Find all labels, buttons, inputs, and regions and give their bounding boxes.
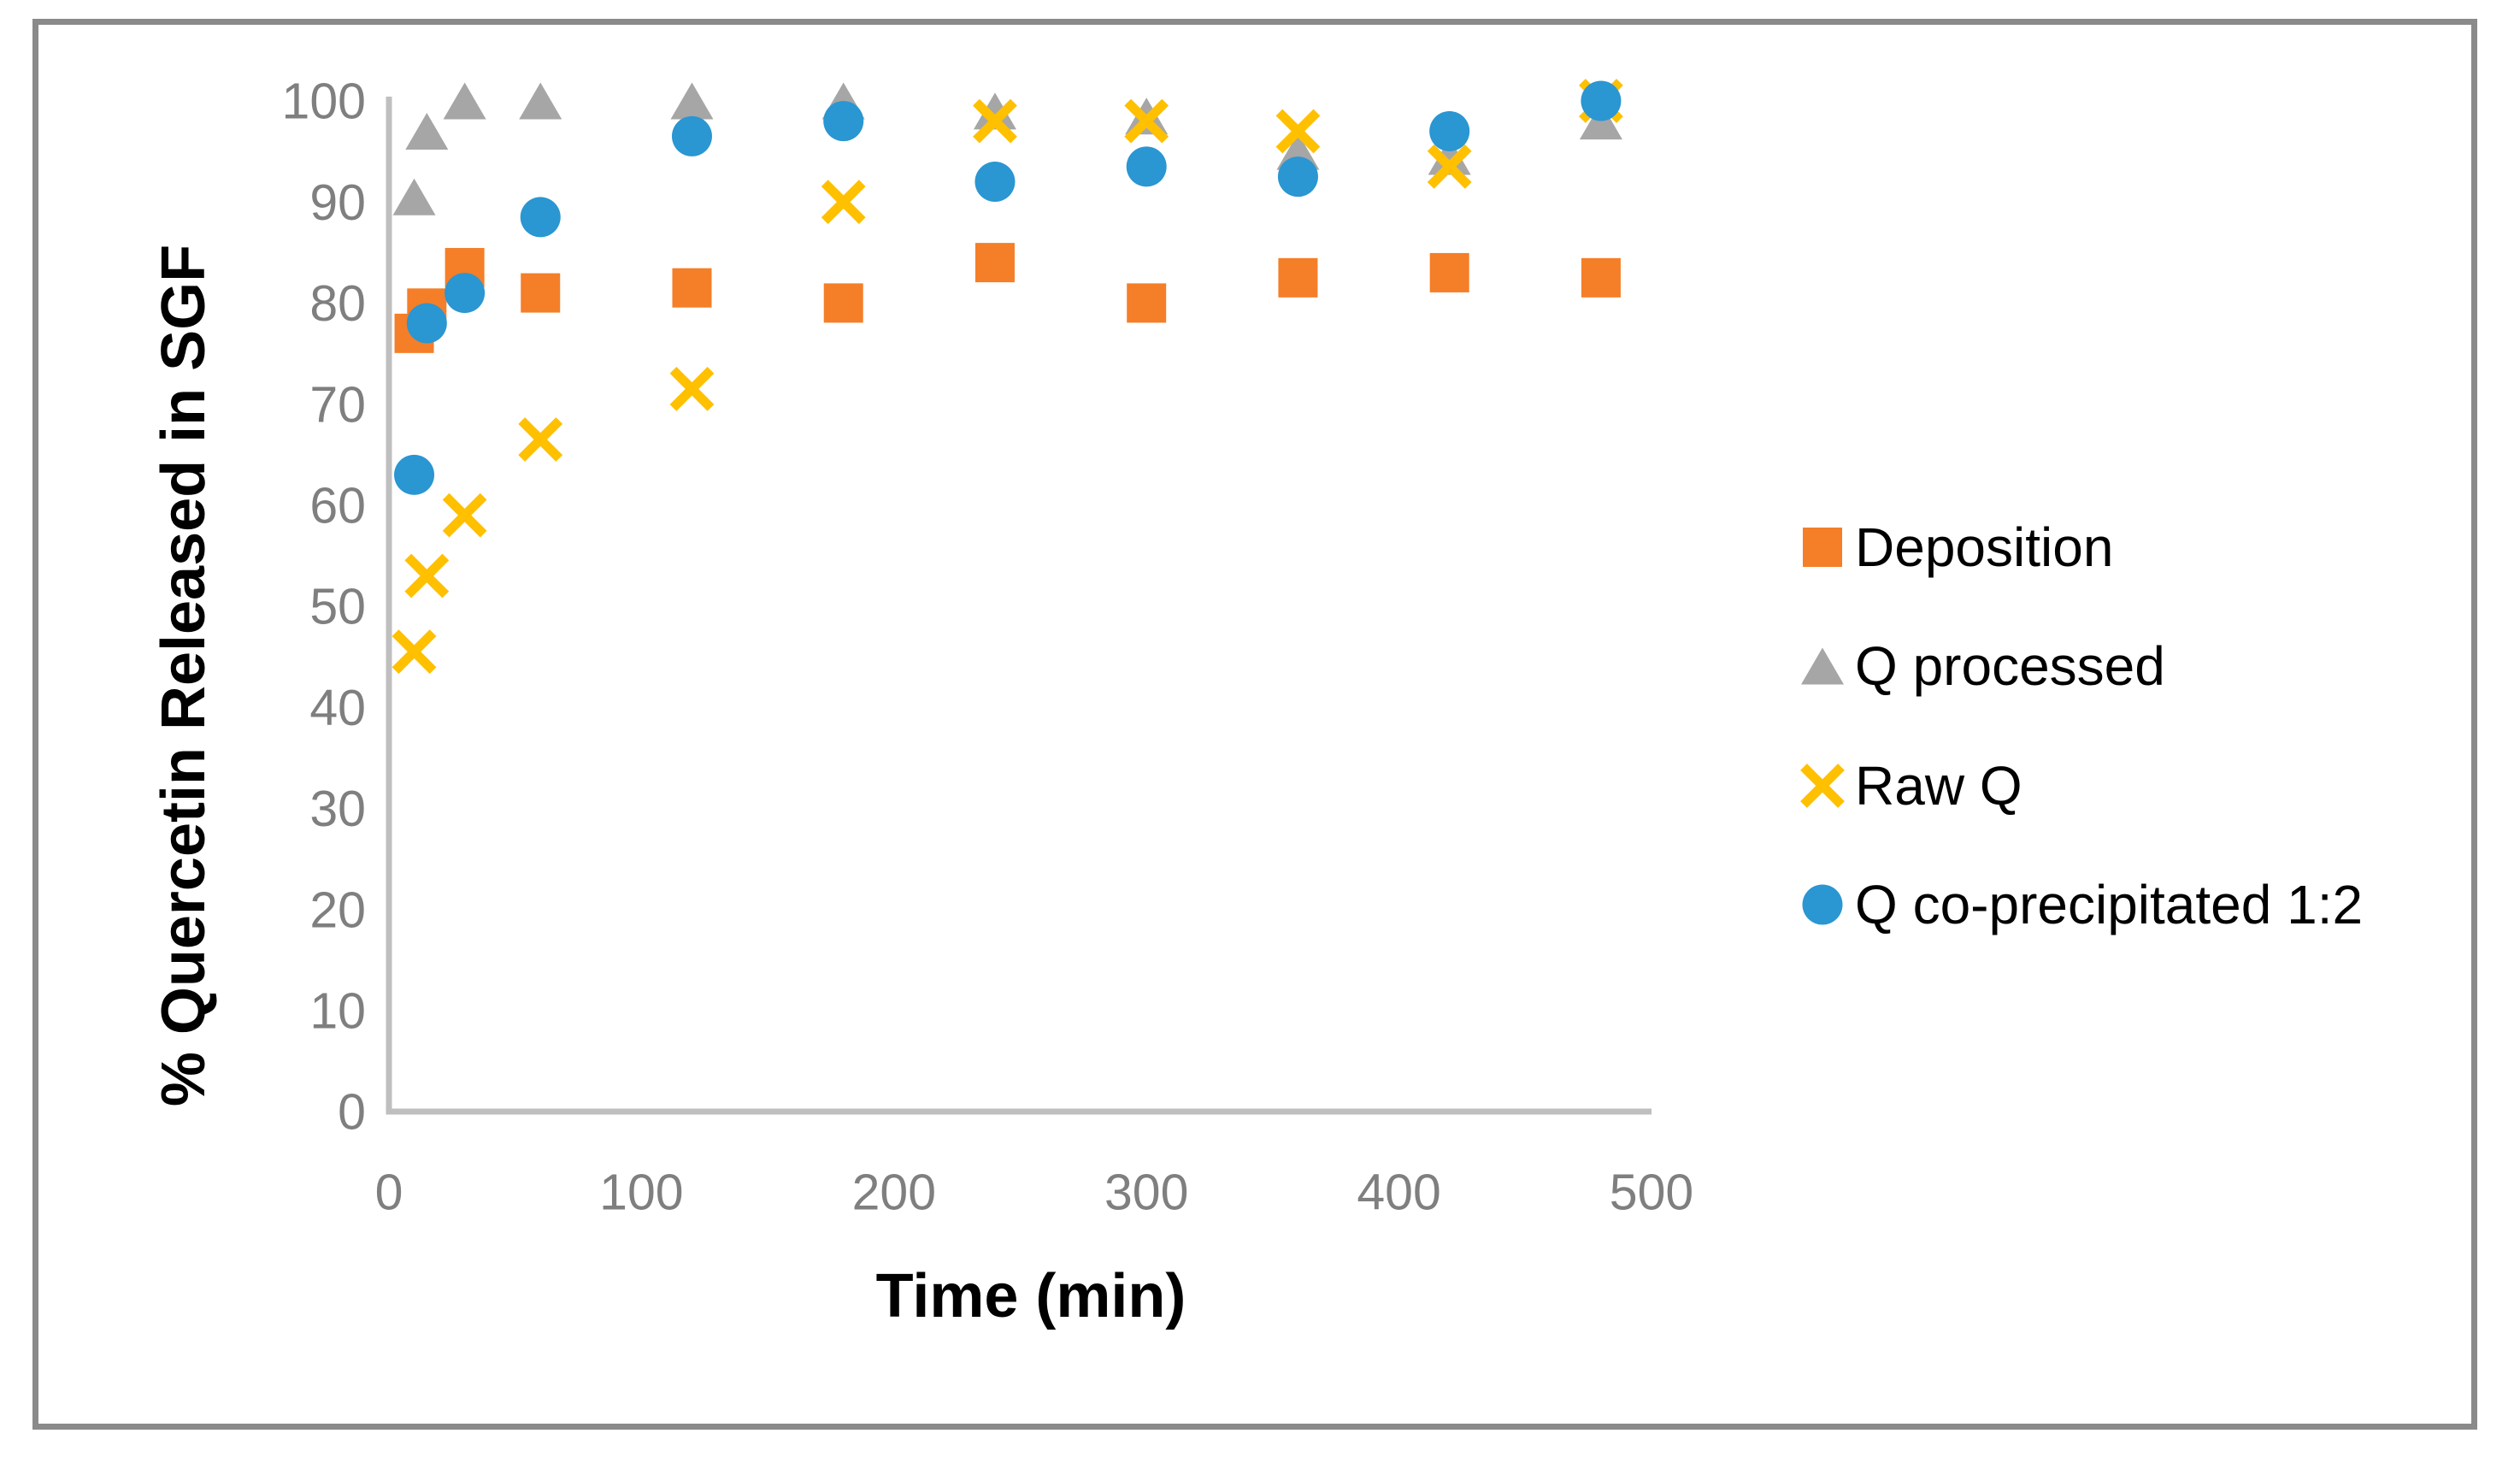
marker-q-co-precipitated-1-2-t180 <box>823 101 864 142</box>
legend-item-q-co-precipitated-1-2: Q co-precipitated 1:2 <box>1799 874 2364 935</box>
y-tick-label-80: 80 <box>309 275 366 332</box>
marker-raw-q-t420 <box>1427 144 1472 189</box>
marker-deposition-t300 <box>1127 283 1167 323</box>
x-axis-title: Time (min) <box>875 1262 1186 1330</box>
legend-marker-x-icon <box>1800 764 1845 808</box>
marker-q-co-precipitated-1-2-t10 <box>394 454 435 495</box>
marker-raw-q-t300 <box>1124 98 1169 144</box>
marker-q-co-precipitated-1-2-t30 <box>445 273 486 314</box>
y-tick-label-50: 50 <box>309 579 366 635</box>
marker-q-co-precipitated-1-2-t360 <box>1277 156 1318 198</box>
marker-q-processed-t60 <box>519 82 562 120</box>
legend-label: Raw Q <box>1855 755 2022 817</box>
marker-q-co-precipitated-1-2-t300 <box>1126 146 1167 187</box>
marker-q-co-precipitated-1-2-t480 <box>1581 80 1622 121</box>
marker-q-co-precipitated-1-2-t15 <box>406 303 447 344</box>
y-tick-label-0: 0 <box>338 1084 366 1141</box>
marker-q-co-precipitated-1-2-t420 <box>1429 110 1470 151</box>
y-tick-label-90: 90 <box>309 174 366 231</box>
legend-label: Q co-precipitated 1:2 <box>1855 874 2364 935</box>
marker-q-processed-t240 <box>973 92 1016 130</box>
legend-marker-circle-icon <box>1802 884 1843 925</box>
y-tick-label-70: 70 <box>309 376 366 433</box>
marker-deposition-t360 <box>1278 257 1318 298</box>
legend-marker-square-icon <box>1803 528 1842 567</box>
marker-q-co-precipitated-1-2-t240 <box>974 162 1016 203</box>
legend-item-deposition: Deposition <box>1799 516 2114 578</box>
series-q-co-precipitated-1-2 <box>394 80 1622 495</box>
legend-item-raw-q: Raw Q <box>1799 755 2022 817</box>
x-tick-label-500: 500 <box>1610 1165 1693 1221</box>
x-tick-label-400: 400 <box>1357 1165 1440 1221</box>
y-axis-title: % Quercetin Released in SGF <box>150 244 218 1107</box>
marker-q-processed-t120 <box>670 82 714 120</box>
marker-raw-q-t60 <box>518 417 563 462</box>
x-tick-labels: 0 100 200 300 400 500 <box>375 1165 1694 1221</box>
marker-deposition-t120 <box>672 268 712 308</box>
y-tick-label-20: 20 <box>309 882 366 938</box>
marker-raw-q-t30 <box>442 493 487 538</box>
marker-q-processed-t15 <box>405 112 449 150</box>
y-tick-label-10: 10 <box>309 982 366 1039</box>
marker-raw-q-t180 <box>821 180 866 225</box>
x-tick-label-300: 300 <box>1104 1165 1188 1221</box>
data-points-layer <box>392 79 1623 675</box>
x-tick-label-200: 200 <box>852 1165 936 1221</box>
marker-q-co-precipitated-1-2-t60 <box>520 197 561 238</box>
marker-q-co-precipitated-1-2-t120 <box>671 115 712 156</box>
marker-raw-q-t240 <box>973 98 1017 144</box>
x-tick-label-0: 0 <box>375 1165 403 1221</box>
marker-q-processed-t420 <box>1428 138 1471 175</box>
marker-q-processed-t30 <box>443 82 486 120</box>
x-tick-label-100: 100 <box>599 1165 683 1221</box>
legend-marker-triangle-icon <box>1801 647 1844 685</box>
marker-deposition-t180 <box>823 283 863 323</box>
marker-deposition-t420 <box>1429 252 1469 292</box>
figure-border <box>32 19 2477 1430</box>
marker-deposition-t480 <box>1581 257 1621 298</box>
y-tick-labels: 0 10 20 30 40 50 60 70 80 90 100 <box>282 74 366 1141</box>
marker-raw-q-t10 <box>392 629 437 675</box>
marker-raw-q-t360 <box>1275 109 1321 154</box>
marker-deposition-t240 <box>974 243 1015 283</box>
legend-label: Deposition <box>1855 516 2114 578</box>
marker-raw-q-t120 <box>669 366 715 411</box>
legend-item-q-processed: Q processed <box>1799 635 2165 697</box>
series-deposition <box>394 243 1621 353</box>
marker-q-processed-t10 <box>392 178 436 215</box>
legend-label: Q processed <box>1855 635 2165 697</box>
y-tick-label-100: 100 <box>282 74 366 130</box>
marker-q-processed-t480 <box>1579 103 1622 140</box>
y-tick-label-40: 40 <box>309 680 366 736</box>
marker-deposition-t60 <box>521 273 561 313</box>
y-tick-label-60: 60 <box>309 477 366 534</box>
marker-raw-q-t15 <box>404 553 450 599</box>
y-tick-label-30: 30 <box>309 781 366 837</box>
